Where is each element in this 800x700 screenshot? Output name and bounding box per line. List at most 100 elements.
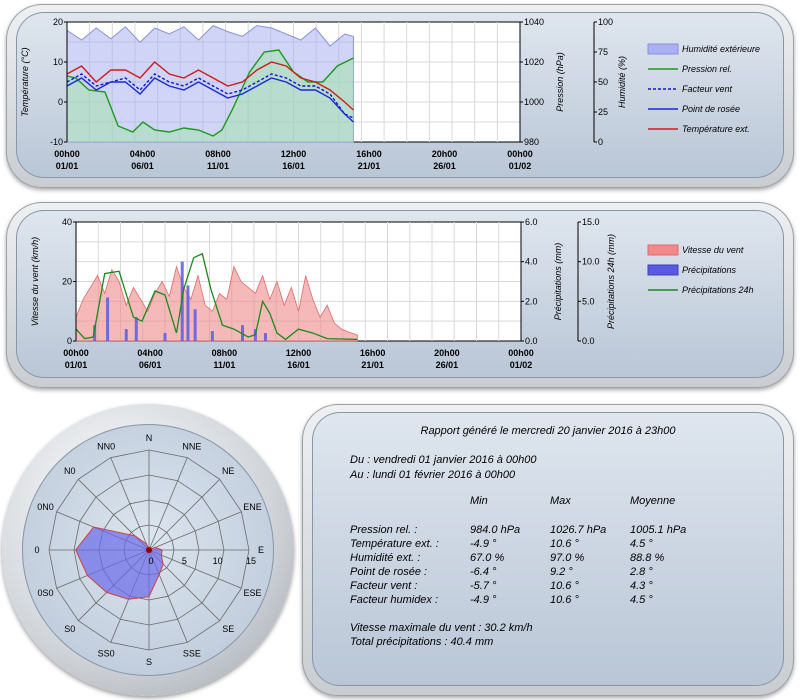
temp-tick-label: -10 <box>50 137 63 147</box>
rose-direction-label: N0 <box>64 466 76 476</box>
humidity-axis-label: Humidité (%) <box>617 56 627 108</box>
humidity-tick-label: 75 <box>598 47 608 57</box>
row-min: 67.0 % <box>470 552 505 564</box>
legend-label: Précipitations <box>682 265 737 275</box>
rose-direction-label: 0 <box>34 545 39 555</box>
rain-bar <box>134 317 138 341</box>
legend-swatch <box>647 43 679 55</box>
x-tick-time: 00h00 <box>63 348 89 358</box>
rose-direction-label: SSE <box>183 648 201 658</box>
row-max: 97.0 % <box>550 552 585 564</box>
rain24-axis-label: Précipitations 24h (mm) <box>606 234 616 329</box>
x-tick-time: 08h00 <box>205 149 231 159</box>
row-max: 10.6 ° <box>550 580 579 592</box>
rain-tick-label: 4.0 <box>525 257 538 267</box>
rose-direction-label: SS0 <box>98 648 115 658</box>
row-max: 10.6 ° <box>550 538 579 550</box>
wind-rose-chart: N NNE NE ENE E ESE SE SSE S SS0 S0 0S0 0 0N0 N0 NN0 0 5 10… <box>34 433 264 667</box>
row-min: -4.9 ° <box>470 594 497 606</box>
report-wind-max: Vitesse maximale du vent : 30.2 km/h <box>350 622 533 634</box>
rain24-tick-label: 5.0 <box>582 296 595 306</box>
rose-radial-tick: 5 <box>182 556 187 566</box>
rain-bar <box>241 325 245 341</box>
pressure-tick-label: 1020 <box>524 57 544 67</box>
row-avg: 4.3 ° <box>630 580 653 592</box>
report-total-rain: Total précipitations : 40.4 mm <box>350 636 494 648</box>
humidity-tick-label: 25 <box>598 107 608 117</box>
report-title: Rapport généré le mercredi 20 janvier 20… <box>420 425 676 437</box>
wind-tick-label: 0 <box>67 336 72 346</box>
legend-label: Température ext. <box>682 124 750 134</box>
x-tick-time: 20h00 <box>432 149 458 159</box>
rain-bar <box>210 331 214 341</box>
x-tick-date: 21/01 <box>361 360 384 370</box>
legend-label: Précipitations 24h <box>682 285 754 295</box>
row-avg: 4.5 ° <box>630 594 653 606</box>
humidity-tick-label: 50 <box>598 77 608 87</box>
row-avg: 88.8 % <box>630 552 665 564</box>
rose-direction-label: N <box>146 433 153 443</box>
rose-direction-label: S0 <box>64 624 75 634</box>
row-label: Point de rosée : <box>350 566 428 578</box>
rain24-tick-label: 10.0 <box>582 257 600 267</box>
x-tick-date: 01/01 <box>65 360 88 370</box>
temp-tick-label: 20 <box>53 17 63 27</box>
x-tick-time: 08h00 <box>212 348 238 358</box>
x-tick-time: 04h00 <box>130 149 156 159</box>
wind-axis-label: Vitesse du vent (km/h) <box>30 237 40 326</box>
x-tick-time: 16h00 <box>360 348 386 358</box>
x-tick-date: 06/01 <box>131 161 154 171</box>
legend-swatch <box>647 264 679 276</box>
row-avg: 1005.1 hPa <box>630 524 687 536</box>
rose-direction-label: NE <box>222 466 235 476</box>
x-tick-time: 00h00 <box>508 348 534 358</box>
rose-radial-tick: 15 <box>246 556 256 566</box>
rose-radial-tick: 0 <box>148 556 153 566</box>
rose-center <box>146 547 152 553</box>
legend-label: Humidité extérieure <box>682 44 760 54</box>
series-line-2 <box>66 73 354 119</box>
x-tick-date: 26/01 <box>433 161 456 171</box>
row-min: -4.9 ° <box>470 538 497 550</box>
row-avg: 2.8 ° <box>630 566 653 578</box>
rose-direction-label: NN0 <box>97 442 115 452</box>
header-min: Min <box>470 495 488 507</box>
row-min: -5.7 ° <box>470 580 497 592</box>
report-panel-inner <box>312 412 784 686</box>
rose-spoke <box>148 549 242 589</box>
rain-bar <box>263 333 267 341</box>
series-line-1 <box>66 49 354 137</box>
x-tick-time: 00h00 <box>54 149 80 159</box>
rain-bar <box>193 309 197 341</box>
rose-direction-label: E <box>258 545 264 555</box>
pressure-tick-label: 980 <box>524 137 539 147</box>
legend-label: Pression rel. <box>682 64 732 74</box>
wind-tick-label: 20 <box>62 277 72 287</box>
rain-bar <box>93 325 97 341</box>
series-line-4 <box>66 61 354 111</box>
row-label: Température ext. : <box>350 538 439 550</box>
x-tick-date: 11/01 <box>213 360 235 370</box>
x-tick-time: 12h00 <box>286 348 312 358</box>
humidity-tick-label: 0 <box>598 137 603 147</box>
rain-bar <box>124 329 128 341</box>
row-max: 1026.7 hPa <box>550 524 607 536</box>
wind-rain-chart: 40 20 0 Vitesse du vent (km/h) 6.0 4.0 2.0 0.0 P… <box>30 217 754 370</box>
row-min: -6.4 ° <box>470 566 497 578</box>
x-tick-date: 06/01 <box>139 360 162 370</box>
rose-radial-tick: 10 <box>213 556 223 566</box>
report-to: Au : lundi 01 février 2016 à 00h00 <box>350 469 516 481</box>
series-rain24-line <box>75 252 358 341</box>
rose-direction-label: S <box>146 657 152 667</box>
x-tick-time: 04h00 <box>137 348 163 358</box>
legend-label: Point de rosée <box>682 104 740 114</box>
rain24-tick-label: 15.0 <box>582 217 600 227</box>
rain-tick-label: 2.0 <box>525 296 538 306</box>
wind-tick-label: 40 <box>62 217 72 227</box>
rain-tick-label: 0.0 <box>525 336 538 346</box>
rain-bar <box>106 297 110 341</box>
report-from: Du : vendredi 01 janvier 2016 à 00h00 <box>350 454 537 466</box>
x-tick-time: 00h00 <box>507 149 533 159</box>
rose-direction-label: 0S0 <box>38 588 54 598</box>
